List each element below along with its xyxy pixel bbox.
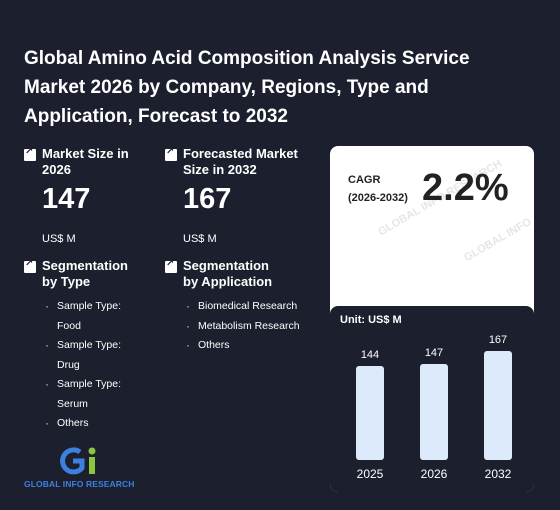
data-label-2025: 144 xyxy=(361,349,379,361)
list-item: Others xyxy=(44,414,144,434)
market-size-unit: US$ M xyxy=(42,233,76,245)
list-item: Biomedical Research xyxy=(185,297,330,317)
list-item: Sample Type: Serum xyxy=(44,375,144,414)
list-item: Others xyxy=(185,336,330,356)
cagr-card: GLOBAL INFO RESEARCH GLOBAL INFO CAGR (2… xyxy=(330,146,534,492)
market-size-label: Market Size in 2026 xyxy=(42,146,129,177)
segmentation-application-block: Segmentation by Application Biomedical R… xyxy=(165,258,330,378)
list-item: Metabolism Research xyxy=(185,317,330,337)
forecast-size-block: Forecasted Market Size in 2032 167 US$ M xyxy=(165,146,325,246)
tick-label-2025: 2025 xyxy=(357,467,384,481)
page-title: Global Amino Acid Composition Analysis S… xyxy=(24,48,470,127)
logo: GLOBAL INFO RESEARCH xyxy=(24,446,184,492)
tick-label-2026: 2026 xyxy=(421,467,448,481)
cagr-label: CAGR (2026-2032) xyxy=(348,171,408,207)
bar-2025 xyxy=(356,366,384,460)
logo-mark-icon xyxy=(60,447,96,475)
segmentation-application-list: Biomedical Research Metabolism Research … xyxy=(185,297,330,356)
market-size-value: 147 xyxy=(42,183,91,215)
market-size-block: Market Size in 2026 147 US$ M xyxy=(24,146,164,246)
bar-chart-svg: 144 2025 147 2026 167 2032 xyxy=(356,334,512,481)
bar-2032 xyxy=(484,351,512,460)
tick-label-2032: 2032 xyxy=(485,467,512,481)
watermark-text: GLOBAL INFO xyxy=(462,215,534,265)
chart-unit-label: Unit: US$ M xyxy=(340,314,402,326)
bar-chart: Unit: US$ M 144 2025 147 2026 167 2032 xyxy=(330,306,534,492)
forecast-size-unit: US$ M xyxy=(183,233,217,245)
data-label-2032: 167 xyxy=(489,334,507,346)
segmentation-application-title: Segmentation by Application xyxy=(183,258,273,289)
segmentation-type-list: Sample Type: Food Sample Type: Drug Samp… xyxy=(44,297,144,434)
list-item: Sample Type: Drug xyxy=(44,336,144,375)
segmentation-type-title: Segmentation by Type xyxy=(42,258,128,289)
data-label-2026: 147 xyxy=(425,347,443,359)
logo-text: GLOBAL INFO RESEARCH xyxy=(24,479,135,489)
segmentation-type-block: Segmentation by Type Sample Type: Food S… xyxy=(24,258,164,438)
arrow-up-right-icon xyxy=(24,258,36,273)
forecast-size-value: 167 xyxy=(183,183,232,215)
forecast-size-label: Forecasted Market Size in 2032 xyxy=(183,146,298,177)
arrow-up-right-icon xyxy=(165,146,177,161)
arrow-up-right-icon xyxy=(24,146,36,161)
list-item: Sample Type: Food xyxy=(44,297,144,336)
cagr-label-line2: (2026-2032) xyxy=(348,192,408,204)
cagr-label-line1: CAGR xyxy=(348,174,381,186)
bar-2026 xyxy=(420,364,448,460)
cagr-value: 2.2% xyxy=(422,167,509,209)
arrow-up-right-icon xyxy=(165,258,177,273)
